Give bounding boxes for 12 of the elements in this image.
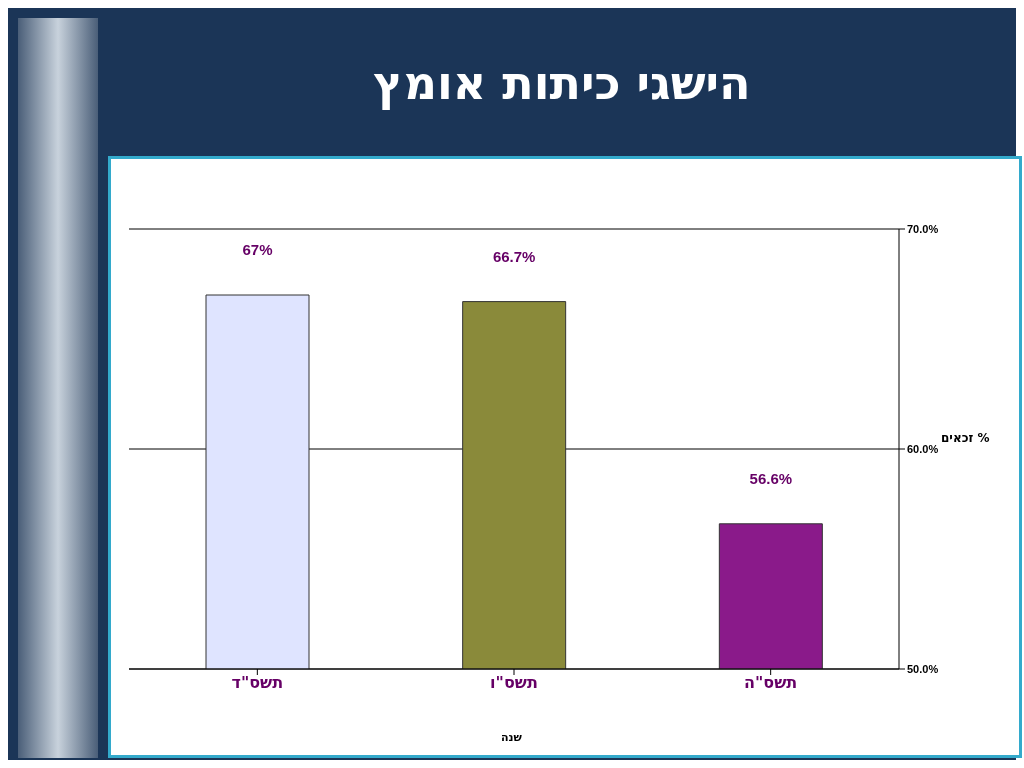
- y-tick-label: 70.0%: [907, 222, 939, 235]
- y-tick-label: 50.0%: [907, 662, 939, 675]
- x-tick-label: תשס"ו: [490, 673, 538, 693]
- data-label: 67%: [242, 241, 273, 258]
- chart-title: הישגי כיתות אומץ: [373, 56, 751, 110]
- x-tick-label: תשס"ה: [744, 673, 798, 693]
- x-tick-label: תשס"ד: [231, 673, 284, 693]
- y-axis-title: % זכאים: [941, 431, 990, 445]
- data-label: 56.6%: [749, 469, 793, 487]
- x-axis-title: שנה: [501, 731, 522, 744]
- data-label: 66.7%: [492, 247, 536, 265]
- y-tick-label: 60.0%: [907, 442, 939, 455]
